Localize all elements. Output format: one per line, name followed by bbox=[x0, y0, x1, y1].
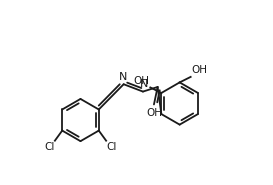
Text: OH: OH bbox=[133, 76, 149, 86]
Text: N: N bbox=[140, 79, 148, 89]
Text: N: N bbox=[118, 72, 127, 82]
Text: OH: OH bbox=[146, 108, 162, 118]
Text: Cl: Cl bbox=[44, 142, 54, 152]
Text: Cl: Cl bbox=[107, 142, 117, 152]
Text: OH: OH bbox=[192, 65, 207, 75]
